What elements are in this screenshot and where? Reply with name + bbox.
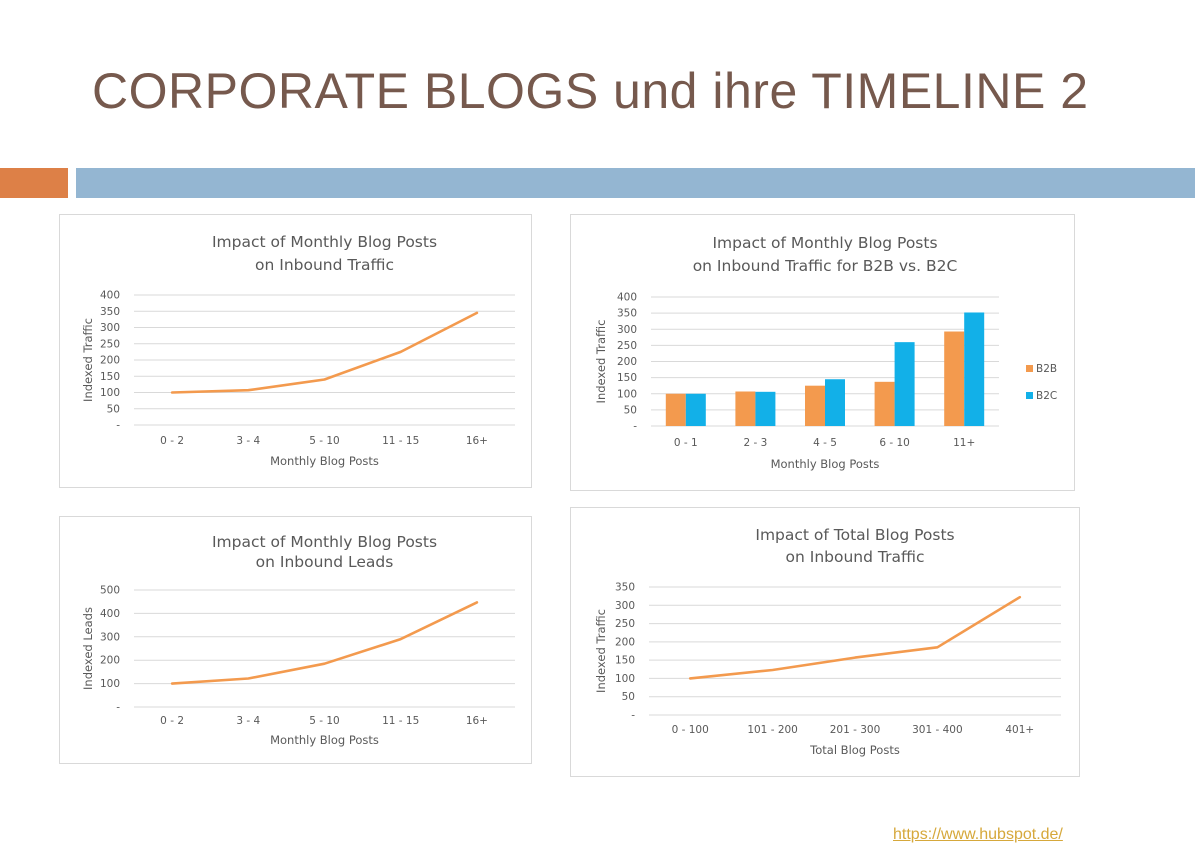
x-tick-label: 3 - 4 bbox=[236, 435, 260, 447]
y-tick-label: 250 bbox=[617, 340, 637, 352]
x-tick-label: 6 - 10 bbox=[879, 437, 910, 449]
y-tick-label: 300 bbox=[617, 324, 637, 336]
y-tick-label: 400 bbox=[617, 292, 637, 304]
x-axis-label: Monthly Blog Posts bbox=[270, 454, 379, 468]
x-tick-label: 16+ bbox=[466, 715, 488, 727]
y-tick-label: 100 bbox=[100, 678, 120, 690]
chart-monthly-traffic: Impact of Monthly Blog Posts on Inbound T… bbox=[81, 233, 515, 468]
x-axis-label: Monthly Blog Posts bbox=[771, 457, 880, 471]
bar-b2c bbox=[894, 342, 915, 426]
y-tick-label: - bbox=[633, 421, 637, 433]
y-tick-label: 150 bbox=[100, 371, 120, 383]
chart-title-line: Impact of Total Blog Posts bbox=[755, 526, 954, 544]
chart-panel-b2b-b2c-traffic: Impact of Monthly Blog Posts on Inbound T… bbox=[570, 214, 1075, 491]
chart-panel-monthly-traffic: Impact of Monthly Blog Posts on Inbound T… bbox=[59, 214, 532, 488]
x-tick-label: 101 - 200 bbox=[747, 724, 798, 736]
bar-b2b bbox=[805, 385, 825, 426]
y-tick-label: 400 bbox=[100, 290, 120, 302]
y-tick-label: 100 bbox=[100, 387, 120, 399]
y-tick-label: 150 bbox=[617, 372, 637, 384]
x-tick-label: 11 - 15 bbox=[382, 715, 419, 727]
bar-b2b bbox=[874, 381, 895, 426]
x-tick-label: 4 - 5 bbox=[813, 437, 837, 449]
x-tick-label: 401+ bbox=[1005, 724, 1034, 736]
bar-b2b bbox=[735, 391, 756, 426]
y-tick-label: 50 bbox=[624, 404, 637, 416]
y-tick-label: 350 bbox=[100, 306, 120, 318]
x-tick-label: 11+ bbox=[953, 437, 975, 449]
series-line bbox=[170, 601, 479, 685]
y-tick-label: 50 bbox=[622, 691, 635, 703]
y-tick-label: 350 bbox=[615, 582, 635, 594]
x-tick-label: 0 - 100 bbox=[672, 724, 709, 736]
legend-label-b2b: B2B bbox=[1036, 363, 1057, 375]
y-tick-label: 100 bbox=[617, 388, 637, 400]
legend-swatch-b2b bbox=[1026, 365, 1033, 372]
legend-label-b2c: B2C bbox=[1036, 390, 1057, 402]
chart-title-line: Impact of Monthly Blog Posts bbox=[712, 234, 937, 252]
x-tick-label: 201 - 300 bbox=[830, 724, 881, 736]
y-tick-label: - bbox=[116, 420, 120, 432]
chart-panel-total-traffic: Impact of Total Blog Posts on Inbound Tra… bbox=[570, 507, 1080, 777]
y-tick-label: 100 bbox=[615, 673, 635, 685]
chart-title-line: on Inbound Traffic bbox=[786, 548, 925, 566]
x-tick-label: 2 - 3 bbox=[743, 437, 767, 449]
y-axis-label: Indexed Traffic bbox=[594, 320, 608, 404]
bar-b2c bbox=[825, 379, 845, 426]
chart-title-line: on Inbound Traffic for B2B vs. B2C bbox=[693, 257, 958, 275]
chart-monthly-leads: Impact of Monthly Blog Posts on Inbound L… bbox=[81, 533, 515, 747]
y-tick-label: 350 bbox=[617, 308, 637, 320]
y-axis-label: Indexed Traffic bbox=[81, 318, 95, 402]
y-tick-label: 250 bbox=[615, 618, 635, 630]
chart-title-line: on Inbound Leads bbox=[256, 553, 394, 571]
y-tick-label: - bbox=[631, 710, 635, 722]
x-axis-label: Total Blog Posts bbox=[809, 743, 900, 757]
y-tick-label: 200 bbox=[617, 356, 637, 368]
y-tick-label: 300 bbox=[615, 600, 635, 612]
series-line bbox=[170, 311, 479, 394]
chart-b2b-b2c-traffic: Impact of Monthly Blog Posts on Inbound T… bbox=[594, 234, 1057, 471]
chart-title-line: Impact of Monthly Blog Posts bbox=[212, 533, 437, 551]
legend-swatch-b2c bbox=[1026, 392, 1033, 399]
bar-b2c bbox=[964, 312, 985, 426]
x-tick-label: 5 - 10 bbox=[309, 715, 340, 727]
source-link[interactable]: https://www.hubspot.de/ bbox=[893, 826, 1063, 843]
y-tick-label: 50 bbox=[107, 403, 120, 415]
y-tick-label: 250 bbox=[100, 338, 120, 350]
y-tick-label: 400 bbox=[100, 608, 120, 620]
chart-panel-monthly-leads: Impact of Monthly Blog Posts on Inbound L… bbox=[59, 516, 532, 764]
y-tick-label: - bbox=[116, 702, 120, 714]
chart-title-line: Impact of Monthly Blog Posts bbox=[212, 233, 437, 251]
slide-title: CORPORATE BLOGS und ihre TIMELINE 2 bbox=[92, 63, 1089, 119]
title-accent-orange-bar bbox=[0, 168, 68, 198]
x-tick-label: 0 - 2 bbox=[160, 435, 184, 447]
x-tick-label: 301 - 400 bbox=[912, 724, 963, 736]
chart-total-traffic: Impact of Total Blog Posts on Inbound Tra… bbox=[594, 526, 1061, 757]
y-tick-label: 300 bbox=[100, 322, 120, 334]
y-axis-label: Indexed Leads bbox=[81, 607, 95, 690]
y-tick-label: 300 bbox=[100, 631, 120, 643]
series-line bbox=[688, 595, 1022, 680]
y-axis-label: Indexed Traffic bbox=[594, 609, 608, 693]
x-tick-label: 0 - 1 bbox=[674, 437, 698, 449]
bar-b2c bbox=[685, 393, 706, 426]
y-tick-label: 200 bbox=[100, 355, 120, 367]
bar-b2b bbox=[665, 393, 686, 426]
y-tick-label: 200 bbox=[615, 636, 635, 648]
x-tick-label: 16+ bbox=[466, 435, 488, 447]
y-tick-label: 200 bbox=[100, 655, 120, 667]
bar-b2c bbox=[755, 391, 776, 426]
y-tick-label: 500 bbox=[100, 585, 120, 597]
x-tick-label: 0 - 2 bbox=[160, 715, 184, 727]
title-accent-blue-bar bbox=[76, 168, 1195, 198]
x-tick-label: 11 - 15 bbox=[382, 435, 419, 447]
x-tick-label: 5 - 10 bbox=[309, 435, 340, 447]
y-tick-label: 150 bbox=[615, 655, 635, 667]
x-tick-label: 3 - 4 bbox=[236, 715, 260, 727]
bar-b2b bbox=[944, 331, 965, 426]
chart-title-line: on Inbound Traffic bbox=[255, 256, 394, 274]
x-axis-label: Monthly Blog Posts bbox=[270, 733, 379, 747]
